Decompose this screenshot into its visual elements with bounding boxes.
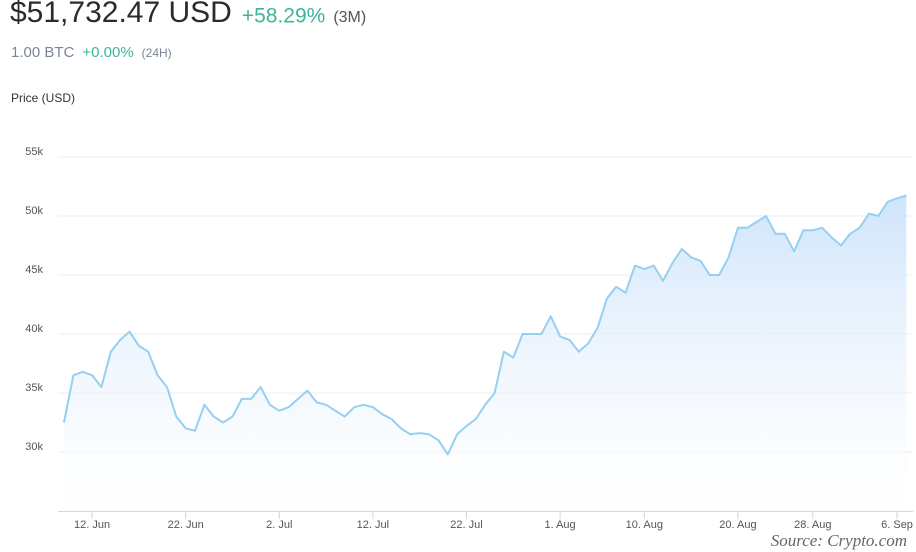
sub-period: (24H) bbox=[142, 46, 172, 60]
sub-change: +0.00% bbox=[82, 44, 133, 61]
x-tick-label: 2. Jul bbox=[266, 519, 292, 531]
x-tick-label: 10. Aug bbox=[626, 519, 663, 531]
y-tick-label: 35k bbox=[25, 382, 43, 394]
x-tick-label: 22. Jul bbox=[450, 519, 482, 531]
y-axis-label: Price (USD) bbox=[11, 91, 75, 105]
y-tick-label: 50k bbox=[25, 205, 43, 217]
price: $51,732.47 USD bbox=[10, 0, 232, 29]
y-tick-label: 55k bbox=[25, 146, 43, 158]
price-line bbox=[63, 194, 907, 456]
change-period: (3M) bbox=[333, 9, 366, 26]
area-fill bbox=[64, 195, 907, 511]
x-tick-label: 28. Aug bbox=[794, 519, 831, 531]
source: Source: Crypto.com bbox=[771, 531, 907, 550]
y-tick-label: 40k bbox=[25, 323, 43, 335]
y-tick-label: 30k bbox=[25, 441, 43, 453]
x-tick-label: 12. Jun bbox=[74, 519, 110, 531]
x-tick-label: 1. Aug bbox=[544, 519, 575, 531]
x-tick-label: 20. Aug bbox=[719, 519, 756, 531]
sub-amount: 1.00 BTC bbox=[11, 44, 75, 61]
x-tick-label: 6. Sep bbox=[881, 519, 913, 531]
price-change: +58.29% bbox=[242, 5, 326, 28]
x-tick-label: 22. Jun bbox=[168, 519, 204, 531]
x-tick-label: 12. Jul bbox=[357, 519, 389, 531]
y-tick-label: 45k bbox=[25, 264, 43, 276]
